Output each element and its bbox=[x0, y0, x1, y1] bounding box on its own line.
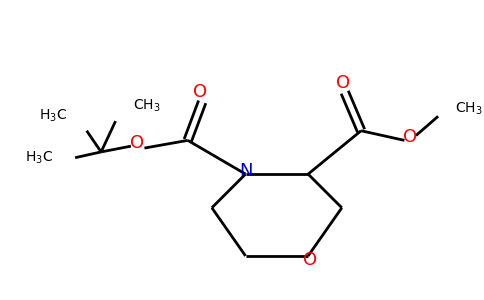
Text: H$_3$C: H$_3$C bbox=[25, 149, 53, 166]
Text: O: O bbox=[303, 251, 317, 269]
Text: O: O bbox=[336, 74, 350, 92]
Text: O: O bbox=[403, 128, 417, 146]
Text: O: O bbox=[130, 134, 144, 152]
Text: CH$_3$: CH$_3$ bbox=[133, 98, 161, 114]
Text: CH$_3$: CH$_3$ bbox=[455, 100, 483, 117]
Text: N: N bbox=[239, 162, 252, 180]
Text: O: O bbox=[193, 83, 207, 101]
Text: H$_3$C: H$_3$C bbox=[39, 108, 67, 124]
